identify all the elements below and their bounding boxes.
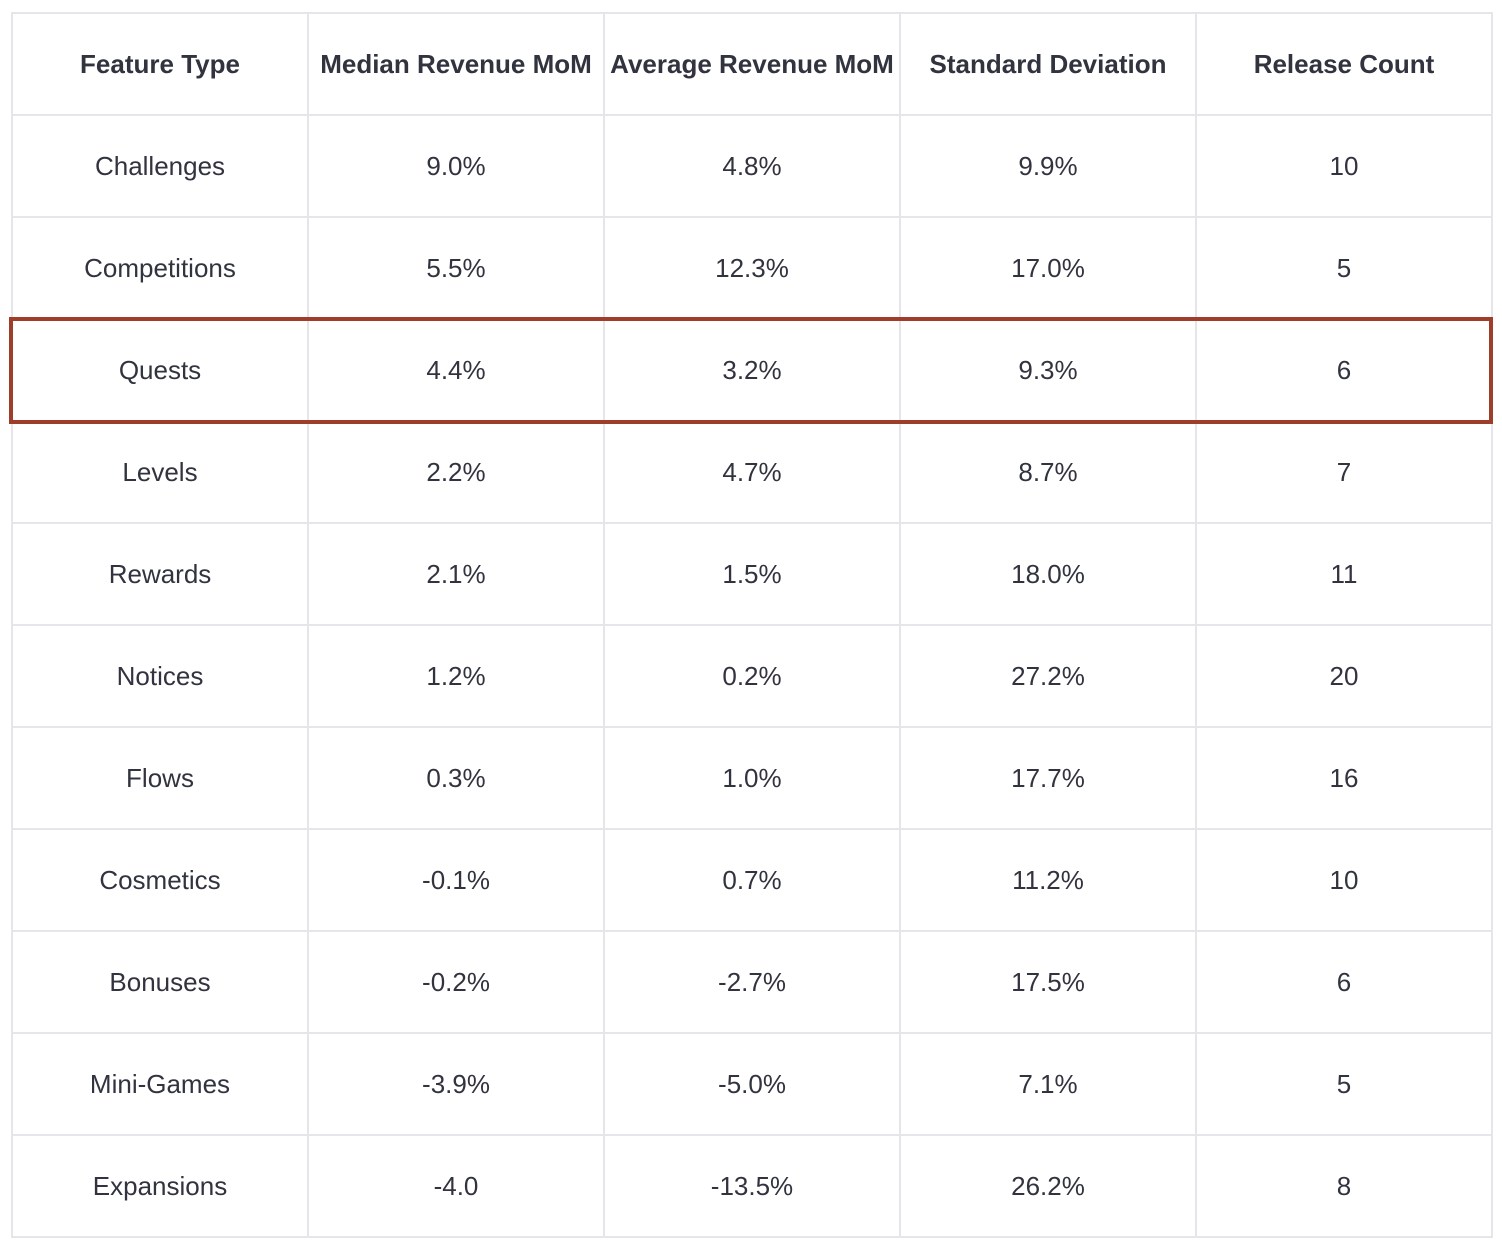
cell-standard-deviation: 9.3% — [899, 318, 1197, 422]
header-release-count[interactable]: Release Count — [1195, 12, 1493, 116]
cell-release-count: 11 — [1195, 522, 1493, 626]
cell-median-revenue: 1.2% — [307, 624, 605, 728]
cell-feature-type: Quests — [11, 318, 309, 422]
cell-average-revenue: -5.0% — [603, 1032, 901, 1136]
header-standard-deviation[interactable]: Standard Deviation — [899, 12, 1197, 116]
cell-standard-deviation: 17.0% — [899, 216, 1197, 320]
data-table-container: Feature Type Median Revenue MoM Average … — [11, 12, 1493, 1238]
cell-release-count: 6 — [1195, 318, 1493, 422]
cell-standard-deviation: 11.2% — [899, 828, 1197, 932]
table-row-highlighted: Quests 4.4% 3.2% 9.3% 6 — [11, 318, 1493, 422]
table-row: Challenges 9.0% 4.8% 9.9% 10 — [11, 114, 1493, 218]
cell-release-count: 5 — [1195, 1032, 1493, 1136]
table-row: Notices 1.2% 0.2% 27.2% 20 — [11, 624, 1493, 728]
cell-average-revenue: 1.5% — [603, 522, 901, 626]
cell-release-count: 10 — [1195, 828, 1493, 932]
cell-standard-deviation: 18.0% — [899, 522, 1197, 626]
cell-median-revenue: -3.9% — [307, 1032, 605, 1136]
cell-release-count: 20 — [1195, 624, 1493, 728]
cell-average-revenue: 3.2% — [603, 318, 901, 422]
cell-feature-type: Bonuses — [11, 930, 309, 1034]
cell-standard-deviation: 17.5% — [899, 930, 1197, 1034]
cell-median-revenue: 9.0% — [307, 114, 605, 218]
cell-release-count: 16 — [1195, 726, 1493, 830]
table-row: Mini-Games -3.9% -5.0% 7.1% 5 — [11, 1032, 1493, 1136]
header-feature-type[interactable]: Feature Type — [11, 12, 309, 116]
table-row: Expansions -4.0 -13.5% 26.2% 8 — [11, 1134, 1493, 1238]
cell-average-revenue: 0.7% — [603, 828, 901, 932]
cell-average-revenue: -13.5% — [603, 1134, 901, 1238]
cell-average-revenue: -2.7% — [603, 930, 901, 1034]
cell-median-revenue: -0.1% — [307, 828, 605, 932]
cell-average-revenue: 4.8% — [603, 114, 901, 218]
cell-feature-type: Cosmetics — [11, 828, 309, 932]
table-row: Levels 2.2% 4.7% 8.7% 7 — [11, 420, 1493, 524]
cell-feature-type: Expansions — [11, 1134, 309, 1238]
cell-release-count: 7 — [1195, 420, 1493, 524]
table-row: Rewards 2.1% 1.5% 18.0% 11 — [11, 522, 1493, 626]
cell-median-revenue: -4.0 — [307, 1134, 605, 1238]
cell-release-count: 10 — [1195, 114, 1493, 218]
cell-average-revenue: 4.7% — [603, 420, 901, 524]
cell-median-revenue: -0.2% — [307, 930, 605, 1034]
cell-feature-type: Notices — [11, 624, 309, 728]
cell-median-revenue: 0.3% — [307, 726, 605, 830]
table-header-row: Feature Type Median Revenue MoM Average … — [11, 12, 1493, 116]
cell-average-revenue: 1.0% — [603, 726, 901, 830]
cell-standard-deviation: 7.1% — [899, 1032, 1197, 1136]
cell-standard-deviation: 9.9% — [899, 114, 1197, 218]
cell-standard-deviation: 17.7% — [899, 726, 1197, 830]
cell-feature-type: Levels — [11, 420, 309, 524]
cell-feature-type: Competitions — [11, 216, 309, 320]
cell-feature-type: Flows — [11, 726, 309, 830]
cell-release-count: 8 — [1195, 1134, 1493, 1238]
cell-average-revenue: 0.2% — [603, 624, 901, 728]
cell-release-count: 5 — [1195, 216, 1493, 320]
cell-feature-type: Mini-Games — [11, 1032, 309, 1136]
cell-feature-type: Rewards — [11, 522, 309, 626]
cell-median-revenue: 2.2% — [307, 420, 605, 524]
header-median-revenue-mom[interactable]: Median Revenue MoM — [307, 12, 605, 116]
feature-revenue-table: Feature Type Median Revenue MoM Average … — [11, 12, 1493, 1238]
cell-standard-deviation: 27.2% — [899, 624, 1197, 728]
cell-median-revenue: 4.4% — [307, 318, 605, 422]
table-row: Flows 0.3% 1.0% 17.7% 16 — [11, 726, 1493, 830]
cell-median-revenue: 5.5% — [307, 216, 605, 320]
table-row: Competitions 5.5% 12.3% 17.0% 5 — [11, 216, 1493, 320]
cell-average-revenue: 12.3% — [603, 216, 901, 320]
cell-release-count: 6 — [1195, 930, 1493, 1034]
table-row: Cosmetics -0.1% 0.7% 11.2% 10 — [11, 828, 1493, 932]
cell-feature-type: Challenges — [11, 114, 309, 218]
table-row: Bonuses -0.2% -2.7% 17.5% 6 — [11, 930, 1493, 1034]
cell-median-revenue: 2.1% — [307, 522, 605, 626]
cell-standard-deviation: 26.2% — [899, 1134, 1197, 1238]
cell-standard-deviation: 8.7% — [899, 420, 1197, 524]
header-average-revenue-mom[interactable]: Average Revenue MoM — [603, 12, 901, 116]
